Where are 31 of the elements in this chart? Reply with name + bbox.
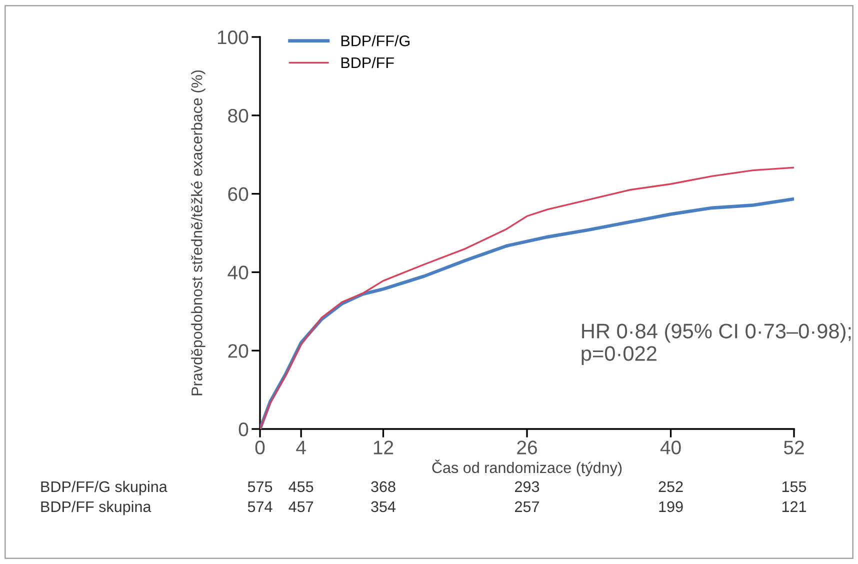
x-tick-label: 12 xyxy=(374,440,394,454)
text: 121 xyxy=(782,501,806,512)
y-tick-label: 0 xyxy=(238,422,248,436)
text: BDP/FF skupina xyxy=(41,500,152,516)
text: 293 xyxy=(515,481,540,492)
text: 575 xyxy=(248,481,272,492)
y-axis-title: Pravděpodobnost středně/těžké exacerbace (%) xyxy=(190,70,206,396)
x-tick-label: 52 xyxy=(784,440,804,454)
y-tick-label: 40 xyxy=(228,266,248,280)
x-tick-label: 0 xyxy=(255,440,265,454)
text: 368 xyxy=(371,481,396,492)
text: 455 xyxy=(288,481,314,492)
text: 199 xyxy=(659,501,683,512)
text: 457 xyxy=(288,501,314,512)
y-tick-label: 80 xyxy=(228,108,248,123)
x-tick-label: 26 xyxy=(517,440,537,454)
y-tick-label: 100 xyxy=(218,30,248,44)
annotation: HR 0·84 (95% CI 0·73–0·98); p=0·022 xyxy=(582,323,851,366)
x-tick-label: 40 xyxy=(660,440,681,454)
text: 257 xyxy=(515,501,539,512)
y-tick-label: 60 xyxy=(228,187,248,202)
text: 155 xyxy=(782,481,806,492)
text: BDP/FF/G skupina xyxy=(41,480,168,496)
legend-label: BDP/FF xyxy=(341,56,394,68)
text: 354 xyxy=(371,501,396,512)
y-tick-label: 20 xyxy=(228,344,248,358)
text: 574 xyxy=(248,501,272,512)
x-tick-label: 4 xyxy=(296,440,306,454)
x-axis-title: Čas od randomizace (týdny) xyxy=(432,460,622,476)
text: 252 xyxy=(658,481,683,492)
legend-label: BDP/FF/G xyxy=(341,35,410,46)
